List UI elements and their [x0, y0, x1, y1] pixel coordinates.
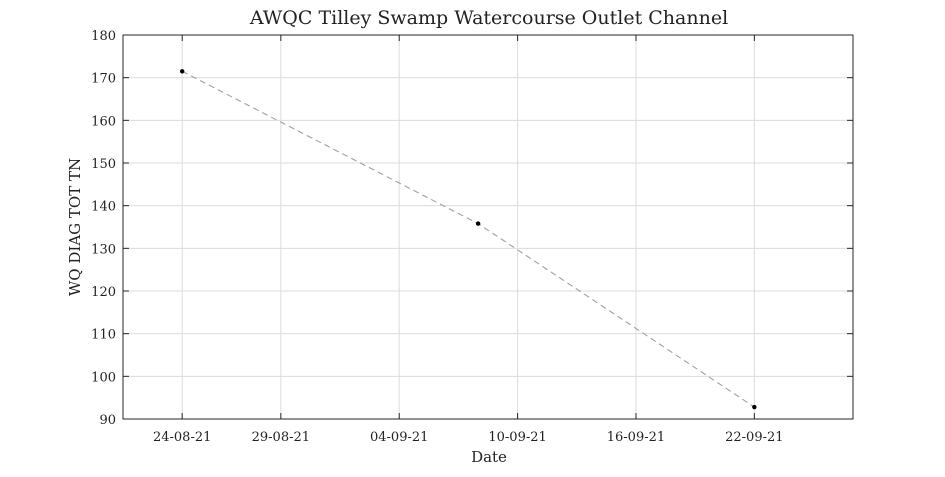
y-tick-label: 110: [91, 328, 116, 343]
x-tick-label: 22-09-21: [725, 430, 783, 445]
y-tick-label: 100: [91, 370, 116, 385]
data-point: [179, 69, 185, 74]
y-tick-label: 130: [91, 242, 116, 257]
x-tick-label: 29-08-21: [252, 430, 310, 445]
axis-ticks: 90 100 110 120 130 140 150 160 170 180 24-08-21 29-…: [91, 29, 853, 445]
x-axis-label: Date: [471, 448, 507, 466]
data-point: [752, 404, 757, 410]
x-tick-label: 10-09-21: [488, 430, 546, 445]
y-tick-label: 170: [91, 72, 116, 87]
y-tick-label: 150: [91, 157, 116, 172]
x-tick-label: 16-09-21: [607, 430, 665, 445]
series-line: [181, 70, 755, 408]
y-axis-label: WQ DIAG TOT TN: [66, 158, 84, 296]
grid: [123, 34, 853, 420]
y-tick-label: 180: [91, 29, 116, 44]
plot-area-frame: [122, 34, 854, 420]
series-layer: [179, 69, 757, 410]
y-tick-label: 140: [91, 200, 116, 215]
chart-title: AWQC Tilley Swamp Watercourse Outlet Cha…: [249, 7, 728, 29]
y-tick-label: 120: [91, 285, 116, 300]
x-tick-label: 04-09-21: [370, 430, 428, 445]
y-tick-label: 160: [91, 114, 116, 129]
y-tick-label: 90: [99, 413, 116, 428]
data-point: [475, 221, 481, 226]
x-tick-label: 24-08-21: [153, 430, 211, 445]
